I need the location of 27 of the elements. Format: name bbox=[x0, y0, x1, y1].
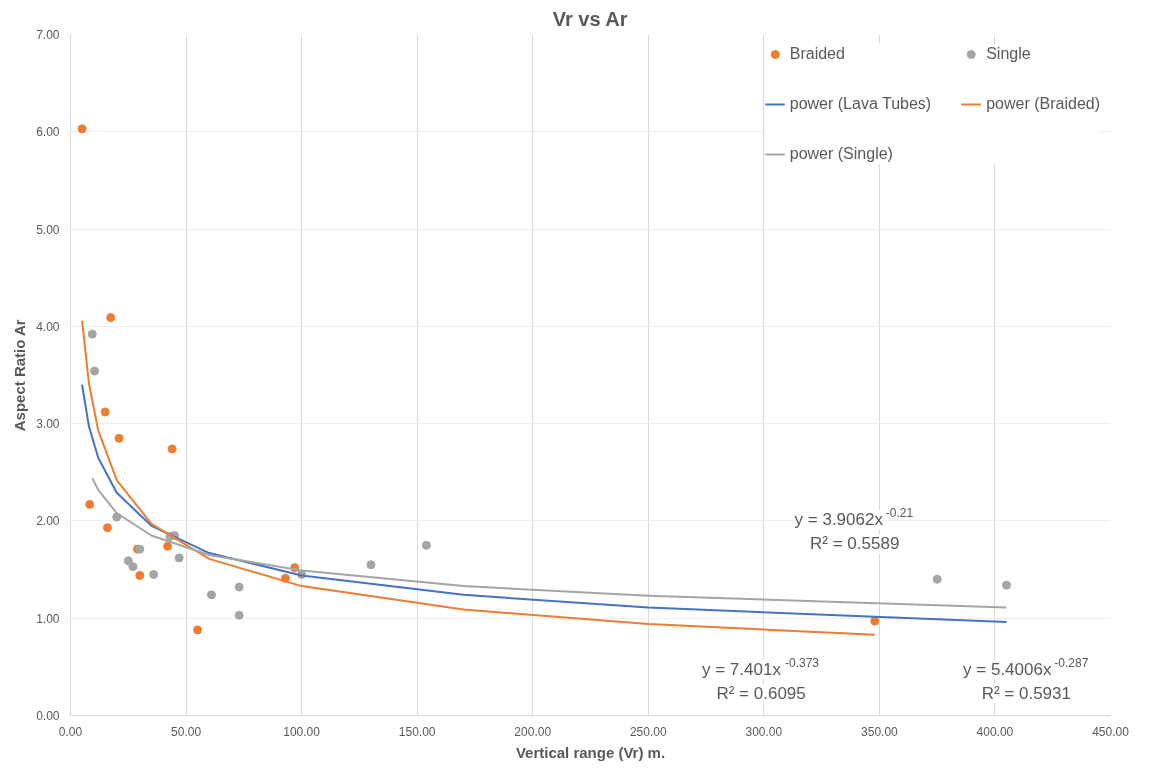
x-tick-label: 450.00 bbox=[1092, 724, 1130, 739]
x-tick-label: 50.00 bbox=[171, 724, 202, 739]
y-tick-label: 7.00 bbox=[36, 28, 60, 42]
y-tick-label: 1.00 bbox=[36, 611, 60, 626]
x-axis-title: Vertical range (Vr) m. bbox=[515, 743, 666, 761]
x-tick-label: 250.00 bbox=[629, 724, 667, 739]
legend-label: power (Lava Tubes) bbox=[789, 95, 932, 113]
chart-title: Vr vs Ar bbox=[552, 7, 628, 30]
legend-label: power (Braided) bbox=[986, 95, 1100, 113]
y-tick-label: 6.00 bbox=[36, 125, 60, 140]
x-tick-label: 400.00 bbox=[976, 724, 1014, 739]
x-tick-label: 0.00 bbox=[58, 724, 83, 739]
legend-label: power (Single) bbox=[789, 145, 893, 163]
y-axis-title: Aspect Ratio Ar bbox=[11, 319, 29, 432]
y-tick-label: 3.00 bbox=[36, 417, 60, 432]
annotation: y = 7.401x-0.373 R² = 0.6095 bbox=[702, 655, 820, 703]
x-tick-label: 300.00 bbox=[745, 724, 783, 739]
x-tick-label: 350.00 bbox=[861, 724, 899, 739]
y-tick-label: 4.00 bbox=[36, 319, 60, 334]
x-tick-label: 100.00 bbox=[283, 724, 321, 739]
y-tick-label: 5.00 bbox=[36, 222, 60, 237]
legend-label: Single bbox=[986, 45, 1031, 63]
legend-label: Braided bbox=[789, 45, 845, 63]
x-tick-label: 150.00 bbox=[398, 724, 436, 739]
y-tick-label: 2.00 bbox=[36, 514, 60, 529]
x-tick-label: 200.00 bbox=[514, 724, 552, 739]
y-tick-label: 0.00 bbox=[36, 709, 60, 723]
